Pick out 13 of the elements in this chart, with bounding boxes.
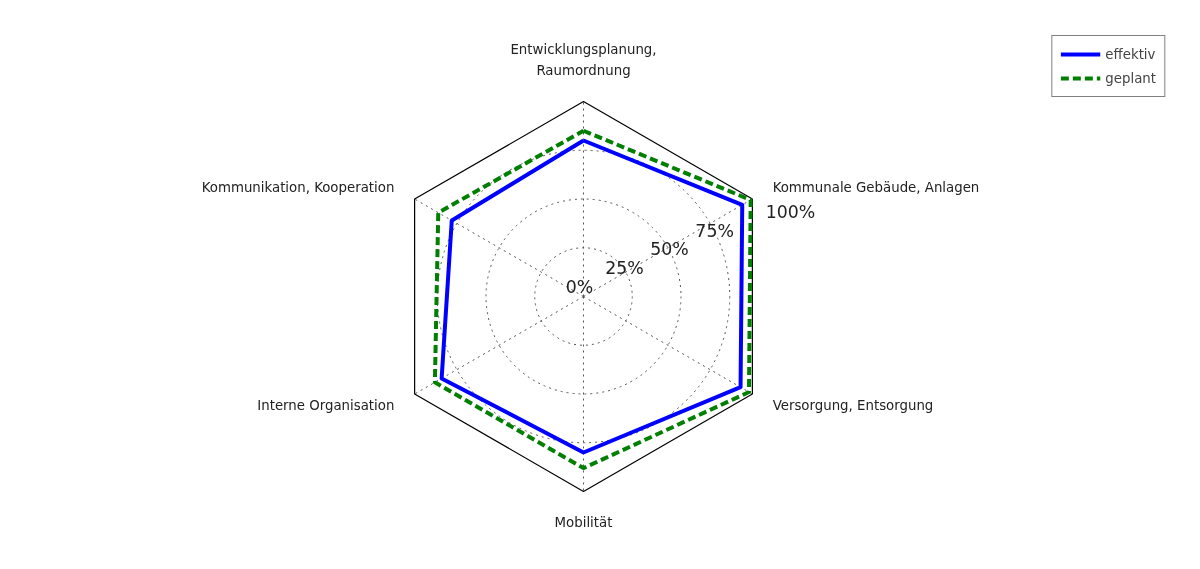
legend-label: geplant bbox=[1105, 70, 1156, 86]
y-tick-label: 25% bbox=[605, 257, 644, 278]
spoke-label: Entwicklungsplanung, Raumordnung bbox=[510, 41, 657, 79]
legend-label: effektiv bbox=[1105, 46, 1156, 62]
spoke-label: Interne Organisation bbox=[257, 398, 395, 414]
y-tick-label: 75% bbox=[695, 220, 734, 241]
spoke-label: Kommunale Gebäude, Anlagen bbox=[772, 179, 980, 195]
spoke-label: Kommunikation, Kooperation bbox=[201, 179, 395, 195]
y-tick-label: 0% bbox=[565, 276, 594, 297]
y-tick-label: 50% bbox=[650, 239, 689, 260]
spoke-label: Mobilität bbox=[554, 514, 613, 530]
y-tick-label: 100% bbox=[765, 201, 816, 222]
spoke-label: Versorgung, Entsorgung bbox=[772, 398, 934, 414]
